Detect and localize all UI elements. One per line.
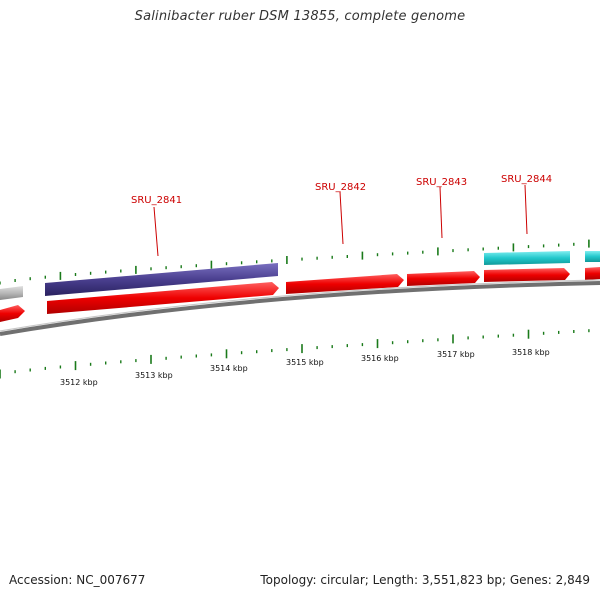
gene-cyan-1[interactable] (484, 251, 570, 265)
leader-sru2843 (439, 186, 443, 239)
genome-backbone-highlight (0, 279, 600, 332)
kbp-label-3515: 3515 kbp (286, 358, 324, 367)
gene-red-sru2844[interactable] (484, 268, 570, 282)
outer-tick-ring (0, 239, 590, 285)
kbp-label-3513: 3513 kbp (135, 371, 173, 380)
gene-label-sru2844[interactable]: SRU_2844 (501, 174, 552, 185)
kbp-label-3518: 3518 kbp (512, 348, 550, 357)
kbp-label-3512: 3512 kbp (60, 378, 98, 387)
genome-backbone (0, 281, 600, 336)
gene-red-partial[interactable] (0, 305, 25, 322)
gene-red-partial-right[interactable] (585, 267, 600, 280)
accession-text: Accession: NC_007677 (9, 573, 146, 587)
leader-sru2841 (153, 206, 159, 257)
gene-red-sru2843[interactable] (407, 271, 480, 286)
gene-label-sru2843[interactable]: SRU_2843 (416, 177, 467, 188)
kbp-label-3514: 3514 kbp (210, 364, 248, 373)
gene-label-sru2841[interactable]: SRU_2841 (131, 195, 182, 206)
kbp-label-3517: 3517 kbp (437, 350, 475, 359)
map-title: Salinibacter ruber DSM 13855, complete g… (134, 9, 466, 24)
gene-label-sru2842[interactable]: SRU_2842 (315, 182, 366, 193)
genome-stats-text: Topology: circular; Length: 3,551,823 bp… (260, 573, 590, 587)
gene-grey-partial[interactable] (0, 286, 23, 300)
gene-red-sru2841[interactable] (47, 282, 279, 314)
leader-sru2844 (524, 184, 528, 235)
gene-red-sru2842[interactable] (286, 274, 404, 294)
gene-cyan-2[interactable] (585, 251, 600, 262)
scale-tick-ring (0, 329, 590, 379)
gene-purple[interactable] (45, 263, 278, 296)
leader-sru2842 (339, 191, 344, 245)
kbp-label-3516: 3516 kbp (361, 354, 399, 363)
